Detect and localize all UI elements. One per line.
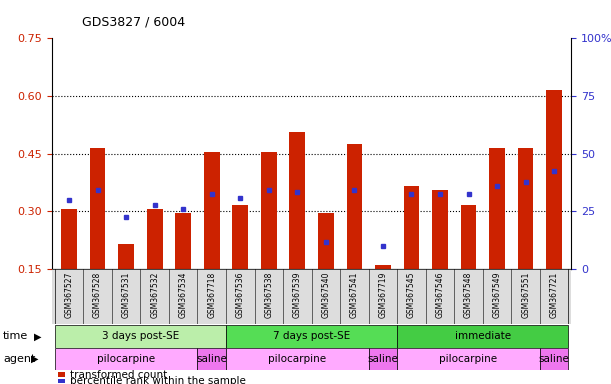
Text: ▶: ▶ [34, 331, 41, 341]
Text: GSM367532: GSM367532 [150, 271, 159, 318]
Text: GSM367538: GSM367538 [265, 271, 273, 318]
Text: GSM367546: GSM367546 [436, 271, 445, 318]
Text: immediate: immediate [455, 331, 511, 341]
Text: pilocarpine: pilocarpine [439, 354, 497, 364]
Text: ▶: ▶ [31, 354, 38, 364]
Bar [397, 325, 568, 348]
Bar [90, 148, 106, 269]
Bar [375, 265, 391, 269]
Text: GSM367534: GSM367534 [178, 271, 188, 318]
Text: saline: saline [539, 354, 569, 364]
Bar [404, 186, 419, 269]
Text: GSM367551: GSM367551 [521, 271, 530, 318]
Bar [119, 244, 134, 269]
Text: GSM367545: GSM367545 [407, 271, 416, 318]
Text: GSM367539: GSM367539 [293, 271, 302, 318]
Bar [232, 205, 248, 269]
Text: GDS3827 / 6004: GDS3827 / 6004 [82, 16, 186, 29]
Bar [461, 205, 477, 269]
Bar [368, 348, 397, 370]
Text: pilocarpine: pilocarpine [97, 354, 155, 364]
Bar [197, 348, 226, 370]
Text: GSM367528: GSM367528 [93, 271, 102, 318]
Bar [61, 209, 77, 269]
Text: pilocarpine: pilocarpine [268, 354, 326, 364]
Bar [346, 144, 362, 269]
Bar [147, 209, 163, 269]
Text: GSM367536: GSM367536 [236, 271, 245, 318]
Bar [397, 348, 540, 370]
Text: percentile rank within the sample: percentile rank within the sample [70, 376, 246, 384]
Bar [540, 348, 568, 370]
Text: GSM367719: GSM367719 [378, 271, 387, 318]
Text: saline: saline [367, 354, 398, 364]
Bar [175, 213, 191, 269]
Bar [226, 325, 397, 348]
Text: time: time [3, 331, 28, 341]
Bar [52, 269, 571, 324]
Bar [55, 348, 197, 370]
Bar [55, 325, 226, 348]
Text: 7 days post-SE: 7 days post-SE [273, 331, 350, 341]
Bar [546, 90, 562, 269]
Text: GSM367548: GSM367548 [464, 271, 473, 318]
Bar [290, 132, 305, 269]
Bar [432, 190, 448, 269]
Text: GSM367531: GSM367531 [122, 271, 131, 318]
Bar [518, 148, 533, 269]
Text: GSM367718: GSM367718 [207, 271, 216, 318]
Bar [318, 213, 334, 269]
Text: GSM367549: GSM367549 [492, 271, 502, 318]
Text: transformed count: transformed count [70, 370, 167, 380]
Text: 3 days post-SE: 3 days post-SE [102, 331, 179, 341]
Text: GSM367541: GSM367541 [350, 271, 359, 318]
Text: GSM367540: GSM367540 [321, 271, 331, 318]
Text: saline: saline [196, 354, 227, 364]
Text: GSM367527: GSM367527 [65, 271, 73, 318]
Text: agent: agent [3, 354, 35, 364]
Text: GSM367721: GSM367721 [550, 271, 558, 318]
Bar [489, 148, 505, 269]
Bar [226, 348, 368, 370]
Bar [204, 152, 219, 269]
Bar [261, 152, 277, 269]
